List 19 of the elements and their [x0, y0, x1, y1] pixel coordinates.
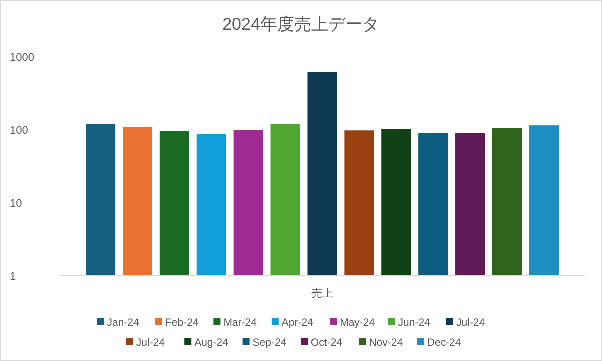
- y-tick-label: 1: [10, 271, 16, 283]
- y-tick-label: 1000: [10, 52, 34, 64]
- legend-label: Jul-24: [136, 337, 166, 349]
- legend-label: Nov-24: [369, 337, 404, 349]
- legend-label: Jun-24: [398, 317, 431, 329]
- y-tick-label: 10: [10, 198, 22, 210]
- legend-label: Apr-24: [282, 317, 314, 329]
- legend-label: Feb-24: [166, 317, 199, 329]
- legend-label: Mar-24: [224, 317, 258, 329]
- legend-label: May-24: [340, 317, 376, 329]
- legend-label: Oct-24: [311, 337, 343, 349]
- legend-label: Sep-24: [252, 337, 287, 349]
- legend-label: Aug-24: [194, 337, 229, 349]
- legend-label: Jul-24: [456, 317, 486, 329]
- x-tick-label: 売上: [312, 287, 334, 300]
- chart-title: 2024年度売上データ: [222, 15, 380, 34]
- y-tick-label: 100: [10, 125, 28, 137]
- legend-label: Dec-24: [427, 337, 462, 349]
- legend-label: Jan-24: [107, 317, 140, 329]
